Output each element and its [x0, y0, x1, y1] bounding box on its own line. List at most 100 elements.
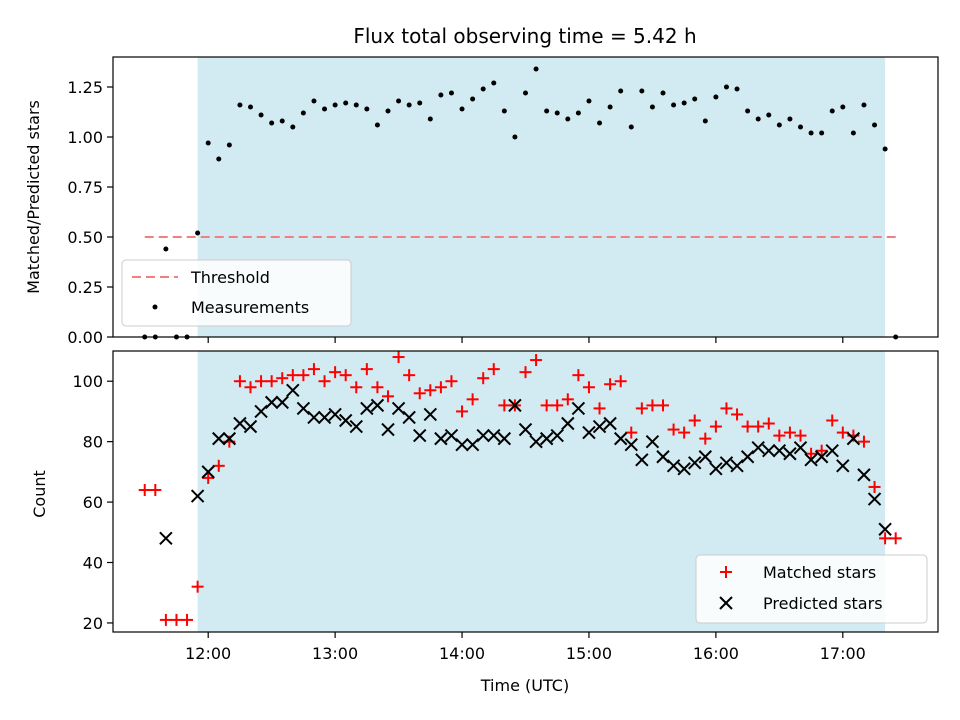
predicted-star-point	[212, 431, 226, 446]
matched-star-point	[170, 613, 183, 626]
predicted-star-point	[413, 428, 427, 443]
predicted-star-point	[772, 444, 787, 458]
matched-star-point	[286, 369, 299, 382]
predicted-star-point	[582, 425, 596, 440]
measurement-point	[692, 96, 698, 102]
predicted-star-point	[846, 431, 861, 446]
predicted-star-point	[645, 434, 660, 449]
predicted-star-point	[391, 401, 406, 416]
matched-star-point	[657, 399, 669, 412]
measurement-point	[681, 100, 687, 106]
matched-star-point	[233, 375, 246, 388]
top-y-tick-label: 1.25	[67, 78, 103, 97]
predicted-star-point	[286, 383, 300, 397]
legend-measurements-label: Measurements	[191, 298, 309, 317]
measurement-point	[279, 118, 285, 124]
predicted-star-point	[338, 413, 353, 428]
predicted-star-point	[296, 401, 311, 416]
measurement-point	[586, 98, 592, 104]
x-tick-label: 15:00	[566, 644, 612, 663]
measurement-point	[723, 84, 729, 90]
matched-star-point	[307, 363, 320, 376]
x-tick-label: 12:00	[185, 644, 231, 663]
matched-star-point	[741, 420, 754, 433]
matched-star-point	[582, 381, 595, 394]
matched-star-point	[635, 402, 648, 415]
predicted-star-point	[635, 453, 649, 467]
matched-star-point	[625, 426, 638, 439]
predicted-star-point	[624, 437, 638, 452]
predicted-star-point	[328, 407, 342, 422]
matched-star-point	[593, 402, 606, 415]
predicted-star-point	[783, 447, 797, 461]
predicted-star-point	[857, 468, 871, 482]
bottom-panel: 20 40 60 80 100 12:00 13:00 14:00 15:00 16:00 17:…	[30, 350, 939, 695]
predicted-star-point	[592, 419, 607, 434]
matched-star-point	[794, 429, 807, 442]
measurement-point	[819, 130, 825, 136]
matched-star-point	[403, 369, 416, 382]
predicted-star-point	[233, 416, 247, 431]
predicted-star-point	[825, 444, 839, 458]
matched-star-point	[826, 414, 839, 427]
predicted-star-point	[201, 465, 215, 479]
predicted-star-point	[190, 489, 205, 503]
measurement-point	[290, 124, 296, 130]
predicted-stars-points	[159, 383, 892, 546]
matched-star-point	[540, 399, 553, 412]
measurement-point	[840, 104, 846, 110]
top-x-ticks	[207, 337, 844, 343]
matched-star-point	[720, 402, 733, 415]
top-y-axis-label: Matched/Predicted stars	[24, 100, 43, 294]
legend-matched-label: Matched stars	[763, 563, 876, 582]
measurement-point	[300, 110, 306, 116]
measurement-point	[343, 100, 349, 106]
predicted-star-point	[529, 434, 543, 449]
matched-star-point	[815, 444, 828, 457]
matched-star-point	[244, 381, 257, 394]
measurement-point	[808, 130, 814, 136]
measurement-point	[322, 106, 328, 112]
matched-star-point	[212, 459, 225, 472]
bottom-y-axis-label: Count	[30, 470, 49, 518]
bottom-y-ticks: 20 40 60 80 100	[72, 372, 113, 633]
matched-star-point	[255, 375, 268, 388]
predicted-star-point	[666, 459, 681, 473]
matched-star-point	[318, 375, 331, 388]
measurement-point	[734, 86, 740, 92]
predicted-star-point	[836, 459, 850, 473]
measurement-point	[597, 120, 603, 126]
measurement-point	[512, 134, 518, 140]
bottom-y-tick-label: 60	[83, 493, 103, 512]
matched-star-point	[487, 363, 500, 376]
measurement-point	[702, 118, 708, 124]
matched-star-point	[456, 405, 469, 418]
matched-star-point	[445, 375, 458, 388]
matched-star-point	[360, 363, 373, 376]
top-y-tick-label: 0.00	[67, 328, 103, 347]
matched-star-point	[424, 384, 437, 397]
matched-star-point	[382, 390, 394, 403]
measurement-point	[438, 92, 444, 98]
predicted-star-point	[349, 419, 363, 434]
predicted-star-point	[561, 416, 575, 431]
predicted-star-point	[275, 395, 289, 410]
matched-star-point	[604, 378, 617, 391]
measurement-point	[501, 108, 507, 114]
matched-star-point	[181, 613, 194, 626]
matched-star-point	[350, 381, 363, 394]
matched-star-point	[879, 532, 892, 545]
predicted-star-point	[571, 401, 586, 416]
predicted-star-point	[656, 450, 670, 464]
chart-title: Flux total observing time = 5.42 h	[353, 24, 696, 48]
top-y-tick-label: 1.00	[67, 128, 103, 147]
matched-star-point	[530, 354, 543, 367]
measurement-point	[427, 116, 433, 122]
predicted-star-point	[264, 395, 279, 410]
matched-star-point	[466, 393, 479, 406]
predicted-star-point	[360, 401, 374, 416]
measurement-point	[628, 124, 634, 130]
measurement-point	[523, 90, 528, 96]
predicted-star-point	[423, 407, 438, 422]
